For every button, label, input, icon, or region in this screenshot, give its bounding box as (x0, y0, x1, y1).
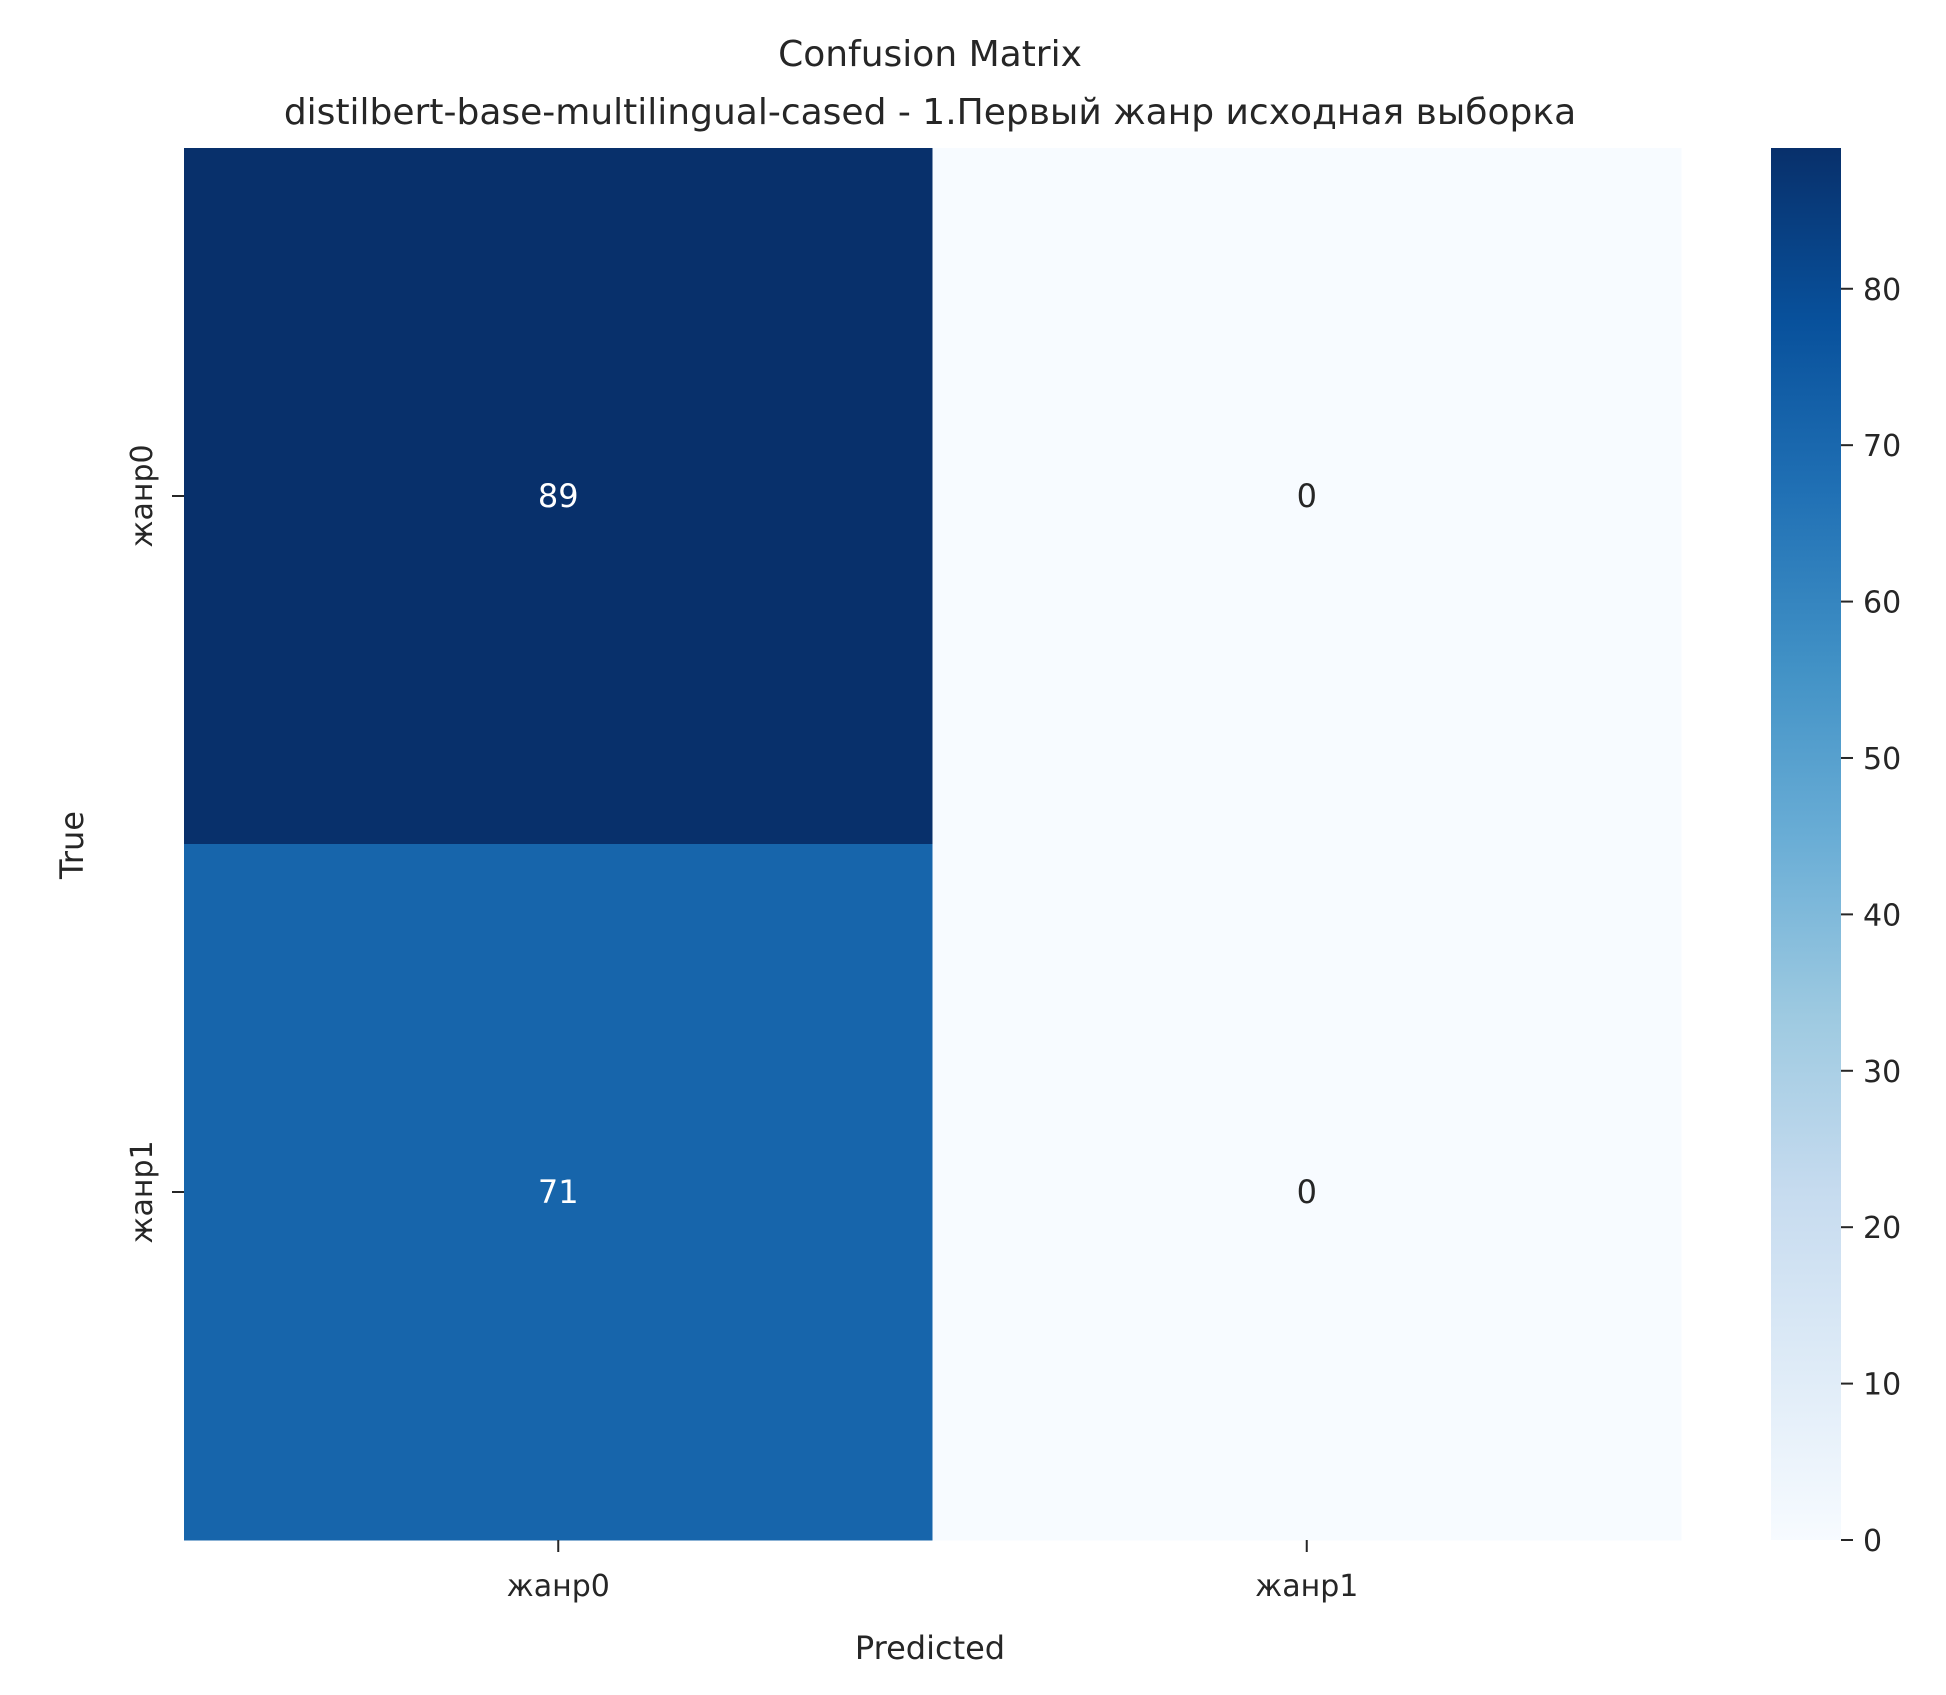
y-tick-label: жанр1 (125, 1140, 160, 1243)
colorbar (1771, 148, 1841, 1540)
colorbar-tick-label: 60 (1863, 586, 1901, 621)
heatmap-cell (184, 148, 933, 845)
colorbar-axis: 0 10 20 30 40 50 60 70 80 (1841, 273, 1901, 1559)
y-axis-label: True (53, 811, 91, 880)
y-tick-label: жанр0 (125, 444, 160, 547)
cell-value-label: 0 (1297, 1173, 1317, 1211)
x-axis: жанр0 жанр1 (507, 1540, 1358, 1604)
colorbar-tick-label: 50 (1863, 742, 1901, 777)
heatmap-cell (932, 148, 1682, 845)
cell-value-label: 89 (538, 477, 579, 515)
x-tick-label: жанр0 (507, 1569, 610, 1604)
x-tick-label: жанр1 (1255, 1569, 1358, 1604)
colorbar-tick-label: 30 (1863, 1055, 1901, 1090)
x-axis-label: Predicted (855, 1629, 1005, 1667)
y-axis: жанр0 жанр1 (125, 444, 184, 1244)
heatmap-cell (932, 844, 1682, 1541)
colorbar-tick-label: 0 (1863, 1524, 1882, 1559)
colorbar-tick-label: 10 (1863, 1368, 1901, 1403)
heatmap-grid: 89 0 71 0 (184, 148, 1682, 1541)
cell-value-label: 71 (538, 1173, 579, 1211)
colorbar-tick-label: 70 (1863, 429, 1901, 464)
cell-value-label: 0 (1297, 477, 1317, 515)
chart-subtitle: distilbert-base-multilingual-cased - 1.П… (284, 92, 1576, 133)
colorbar-tick-label: 20 (1863, 1211, 1901, 1246)
colorbar-tick-label: 40 (1863, 898, 1901, 933)
chart-title: Confusion Matrix (778, 34, 1082, 75)
colorbar-tick-label: 80 (1863, 273, 1901, 308)
heatmap-cell (184, 844, 933, 1541)
